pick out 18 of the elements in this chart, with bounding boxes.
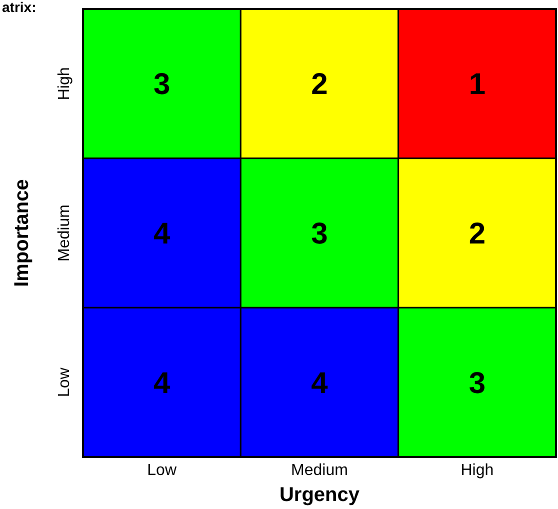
x-tick-label: High [460, 462, 494, 479]
chart-title: atrix: [2, 0, 36, 15]
y-axis-title: Importance [11, 179, 33, 287]
x-axis-title: Urgency [279, 484, 360, 506]
data-label: 3 [153, 68, 170, 102]
data-label: 3 [468, 366, 486, 400]
data-label: 2 [468, 218, 486, 250]
data-label: 4 [153, 366, 170, 400]
y-tick-label: High [56, 67, 73, 100]
y-tick-label: Medium [56, 204, 73, 262]
data-label: 1 [468, 68, 486, 102]
data-label: 4 [153, 218, 170, 250]
x-tick-label: Medium [291, 462, 348, 479]
data-label: 2 [311, 68, 328, 102]
data-label: 4 [311, 366, 328, 400]
x-tick-label: Low [147, 462, 177, 479]
y-tick-label: Low [56, 367, 73, 398]
data-label: 3 [311, 218, 328, 250]
